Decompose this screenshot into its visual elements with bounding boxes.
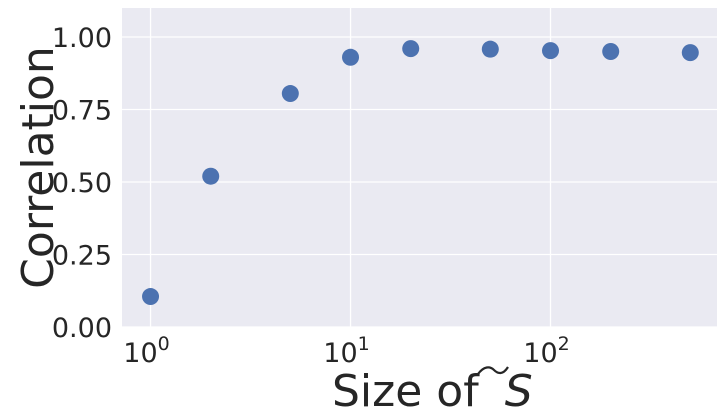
data-points [142, 40, 699, 306]
y-tick-label: 0.75 [52, 96, 112, 127]
y-tick-labels: 0.00 0.25 0.50 0.75 1.00 [52, 23, 112, 344]
x-axis-label-symbol: S [505, 366, 533, 417]
y-axis-label: Correlation [13, 46, 64, 289]
data-point [602, 43, 620, 60]
x-axis-label-text: Size of [332, 366, 480, 417]
y-tick-label: 0.25 [52, 241, 112, 272]
x-tick-label: 101 [323, 333, 369, 369]
x-axis-label-group: Size of S [332, 366, 533, 417]
x-tick-label: 100 [123, 333, 169, 369]
data-point [402, 40, 420, 58]
x-tick-label: 102 [523, 333, 569, 369]
data-point [542, 42, 560, 60]
y-tick-label: 1.00 [52, 23, 112, 54]
y-tick-label: 0.00 [52, 313, 112, 344]
data-point [681, 44, 699, 62]
plot-area [122, 8, 717, 327]
data-point [202, 167, 220, 185]
data-point [342, 48, 360, 66]
data-point [281, 85, 299, 103]
x-tick-labels: 100 101 102 [123, 333, 569, 369]
tilde-accent [477, 366, 509, 375]
grid-lines [122, 8, 717, 328]
data-point [142, 288, 160, 306]
x-axis-label: Size of S [332, 366, 533, 417]
data-point [481, 40, 499, 58]
y-tick-label: 0.50 [52, 168, 112, 199]
